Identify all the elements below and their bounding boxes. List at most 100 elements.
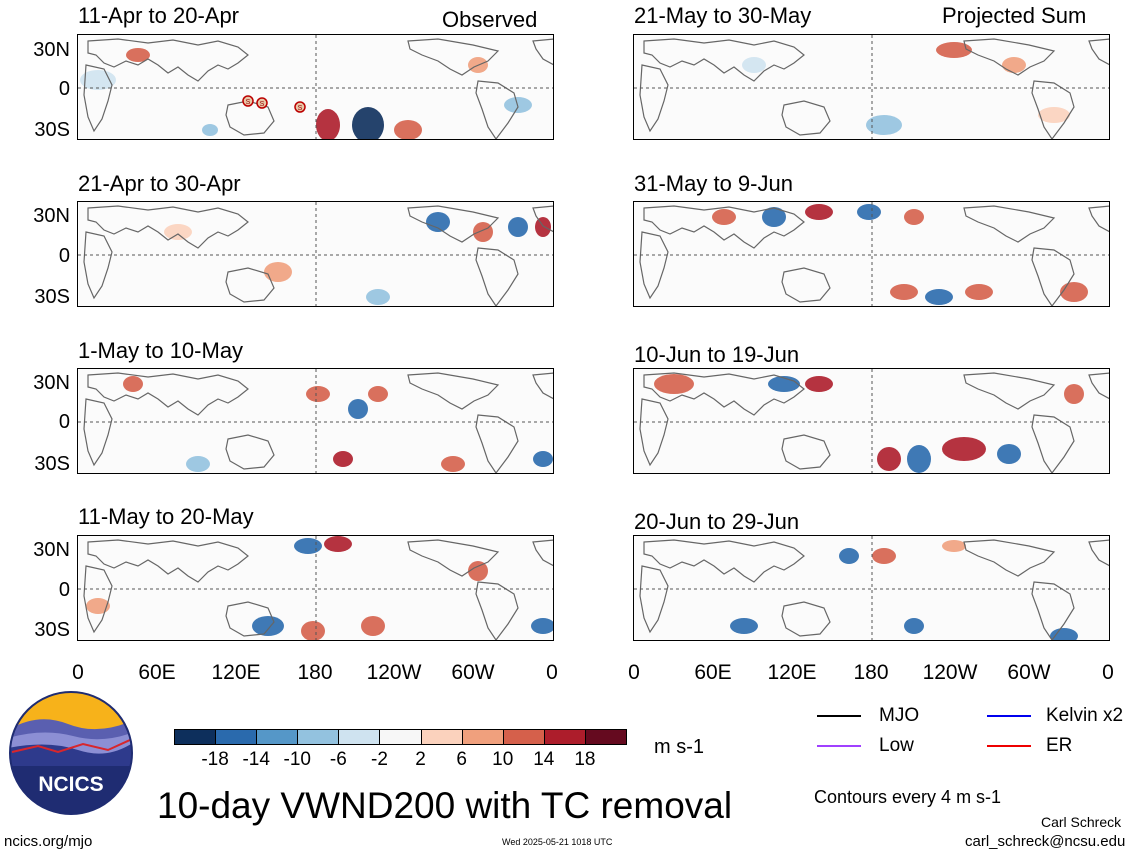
legend-label: MJO [879,705,920,726]
panel-title: 10-Jun to 19-Jun [634,342,800,367]
coastline [963,372,1056,410]
ncics-logo: NCICS [8,690,134,816]
x-tick-label: 120W [366,661,422,684]
anomaly-blob [712,209,736,225]
anomaly-blob [535,217,551,237]
anomaly-blob [839,548,859,564]
anomaly-map [78,369,553,473]
coastline [83,565,113,634]
coastline [407,539,500,577]
colorbar-swatch [215,729,258,745]
map-panel [77,201,554,307]
coastline [781,434,831,470]
y-tick-label: 30N [33,372,70,394]
anomaly-blob [202,124,218,136]
coastline [475,581,519,640]
coastline [963,38,1056,76]
anomaly-blob [86,598,110,614]
storm-marker-label: S [260,101,265,108]
y-tick-label: 30N [33,39,70,61]
y-tick-label: 0 [58,579,70,601]
anomaly-blob [904,209,924,225]
panel-title: 11-Apr to 20-Apr [78,3,240,28]
anomaly-blob [366,289,390,305]
anomaly-blob [473,222,493,242]
coastline [1088,205,1109,233]
x-tick-label: 120E [767,661,817,684]
coastline [643,205,805,249]
x-tick-label: 0 [628,661,640,684]
coastline [225,434,275,470]
colorbar-swatch [297,729,340,745]
map-panel [633,368,1110,474]
x-tick-label: 180 [297,661,333,684]
coastline [87,539,249,583]
coastline [83,398,113,467]
coastline [475,247,519,306]
anomaly-blob [164,224,192,240]
coastline [639,231,669,300]
kelvin-legend-line [987,715,1031,717]
coastline [532,205,553,233]
anomaly-blob [1002,57,1026,73]
coastline [225,601,275,637]
er-legend-line [987,745,1031,747]
map-panel [633,535,1110,641]
anomaly-blob [324,536,352,552]
colorbar-tick-label: -6 [329,749,347,770]
x-tick-label: 60W [1007,661,1051,684]
anomaly-blob [426,212,450,232]
anomaly-blob [123,376,143,392]
anomaly-blob [997,444,1021,464]
y-tick-label: 30S [34,453,70,475]
anomaly-blob [805,204,833,220]
timestamp: Wed 2025-05-21 1018 UTC [502,837,613,847]
y-tick-label: 30N [33,205,70,227]
coastline [225,100,275,136]
colorbar-swatch [543,729,586,745]
anomaly-blob [264,262,292,282]
coastline [532,539,553,567]
x-tick-label: 60E [138,661,176,684]
coastline [475,414,519,473]
anomaly-blob [942,437,986,461]
coastline [407,205,500,243]
anomaly-blob [762,207,786,227]
author-email[interactable]: carl_schreck@ncsu.edu [965,833,1126,850]
anomaly-map [634,202,1109,306]
colorbar-tick-label: 10 [492,749,514,770]
coastline [781,267,831,303]
anomaly-blob [877,447,901,471]
anomaly-map [78,202,553,306]
low-legend-line [817,745,861,747]
site-link[interactable]: ncics.org/mjo [4,833,93,850]
coastline [643,38,805,82]
projected-sum-label: Projected Sum [942,3,1087,28]
anomaly-blob [1060,282,1088,302]
coastline [639,398,669,467]
coastline [639,565,669,634]
anomaly-blob [907,445,931,473]
storm-marker [256,97,268,109]
contour-note: Contours every 4 m s-1 [814,787,1002,807]
coastline [83,64,113,133]
colorbar-tick-label: -14 [242,749,270,770]
anomaly-blob [468,561,488,581]
anomaly-blob [126,48,150,62]
anomaly-blob [1064,384,1084,404]
y-tick-label: 0 [58,245,70,267]
anomaly-blob [1038,107,1070,123]
anomaly-blob [742,57,766,73]
anomaly-blob [531,618,553,634]
legend-label: Low [879,735,914,756]
coastline [639,64,669,133]
colorbar-tick-label: -10 [283,749,311,770]
anomaly-blob [936,42,972,58]
logo-text: NCICS [38,773,103,796]
colorbar-tick-label: 14 [533,749,555,770]
anomaly-blob [294,538,322,554]
map-panel [633,34,1110,140]
coastline [1088,38,1109,66]
y-tick-label: 30S [34,119,70,141]
y-tick-label: 0 [58,411,70,433]
